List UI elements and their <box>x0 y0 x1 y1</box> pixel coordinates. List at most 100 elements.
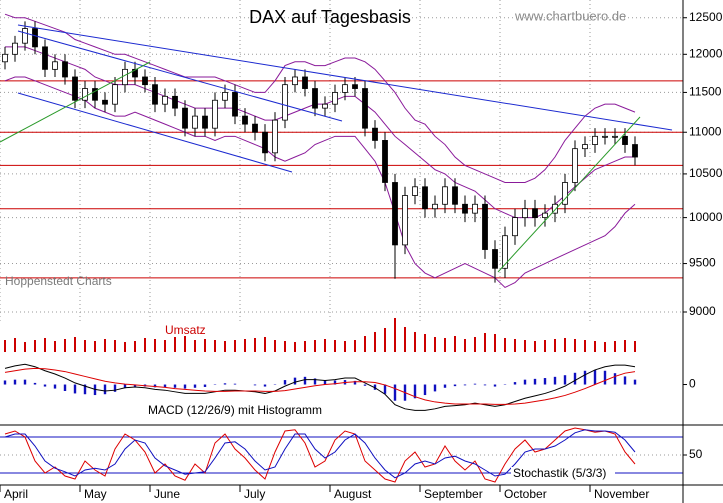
histogram-bar <box>463 384 467 386</box>
volume-bar <box>274 340 276 352</box>
y-tick-label: 11500 <box>689 85 722 99</box>
candle-body <box>132 68 138 78</box>
volume-bar <box>474 337 476 352</box>
volume-bar <box>114 340 116 352</box>
volume-bar <box>144 338 146 352</box>
histogram-bar <box>193 384 197 388</box>
candle-body <box>252 123 258 133</box>
x-tick-label: September <box>424 487 483 501</box>
volume-bar <box>304 341 306 352</box>
volume-bar <box>394 318 396 352</box>
candle-body <box>382 140 388 183</box>
candle-body <box>532 208 538 219</box>
candle-body <box>362 88 368 129</box>
histogram-bar <box>543 378 547 385</box>
x-tick-label: April <box>4 487 28 501</box>
volume-bar <box>554 339 556 352</box>
series-line <box>4 429 636 479</box>
candle-body <box>312 88 318 109</box>
volume-bar <box>364 336 366 352</box>
volume-bar <box>134 341 136 352</box>
source: www.chartbuero.de <box>514 8 626 23</box>
candle-body <box>632 144 638 158</box>
trend-line <box>17 30 343 122</box>
candle-body <box>302 76 308 89</box>
histogram-bar <box>303 376 307 385</box>
y-tick-label: 12500 <box>689 10 723 24</box>
volume-bar <box>494 334 496 352</box>
volume-bar <box>44 338 46 352</box>
histogram-bar <box>153 384 157 388</box>
histogram-bar <box>363 384 367 386</box>
candle-body <box>72 76 78 101</box>
y-tick-label: 11000 <box>689 124 722 138</box>
volume-bar <box>224 341 226 352</box>
volume-bar <box>524 340 526 352</box>
histogram-bar <box>63 384 67 391</box>
histogram-bar <box>613 373 617 385</box>
candle-body <box>332 92 338 105</box>
candle-body <box>402 195 408 246</box>
panel-title: Umsatz <box>165 323 206 337</box>
histogram-bar <box>453 384 457 387</box>
volume-bar <box>264 337 266 352</box>
x-tick-label: May <box>84 487 107 501</box>
histogram-bar <box>43 384 47 387</box>
y-tick-label: 9000 <box>689 304 716 318</box>
volume-bar <box>324 339 326 352</box>
volume-bar <box>314 340 316 352</box>
candle-body <box>372 127 378 141</box>
y-tick-label: 10500 <box>689 166 723 180</box>
candle-body <box>42 46 48 70</box>
histogram-bar <box>23 379 27 385</box>
y-tick-label: 9500 <box>689 256 716 270</box>
histogram-bar <box>573 372 577 385</box>
volume-bar <box>294 342 296 352</box>
candle-body <box>502 235 508 269</box>
candle-body <box>52 61 58 70</box>
candle-body <box>352 84 358 89</box>
histogram-bar <box>3 380 7 385</box>
histogram-bar <box>443 384 447 388</box>
candle-body <box>2 53 8 63</box>
volume-bar <box>234 340 236 352</box>
histogram-bar <box>13 379 17 385</box>
volume-bar <box>594 341 596 352</box>
label-background <box>511 467 615 481</box>
candle-body <box>22 28 28 44</box>
histogram-bar <box>83 384 87 395</box>
candle-body <box>12 42 18 55</box>
y-tick-label: 10000 <box>689 210 723 224</box>
histogram-bar <box>323 380 327 385</box>
histogram-bar <box>423 384 427 396</box>
histogram-bar <box>523 379 527 385</box>
volume-bar <box>514 339 516 352</box>
candle-body <box>412 186 418 196</box>
histogram-bar <box>633 379 637 385</box>
histogram-bar <box>53 384 57 389</box>
candle-body <box>222 92 228 101</box>
histogram-bar <box>623 376 627 385</box>
volume-bar <box>444 338 446 352</box>
volume-bar <box>564 338 566 352</box>
series-line <box>4 367 636 405</box>
candle-body <box>192 115 198 129</box>
volume-bar <box>584 340 586 352</box>
candle-body <box>32 28 38 48</box>
histogram-bar <box>73 384 77 394</box>
volume-bar <box>174 337 176 352</box>
candle-body <box>612 135 618 138</box>
volume-bar <box>214 340 216 352</box>
volume-bar <box>624 340 626 352</box>
candle-body <box>182 107 188 129</box>
candle-body <box>562 182 568 205</box>
volume-bar <box>164 340 166 352</box>
volume-bar <box>434 337 436 352</box>
volume-bar <box>354 340 356 352</box>
histogram-bar <box>553 376 557 385</box>
candle-body <box>462 203 468 214</box>
x-tick-label: June <box>154 487 180 501</box>
volume-bar <box>544 340 546 352</box>
